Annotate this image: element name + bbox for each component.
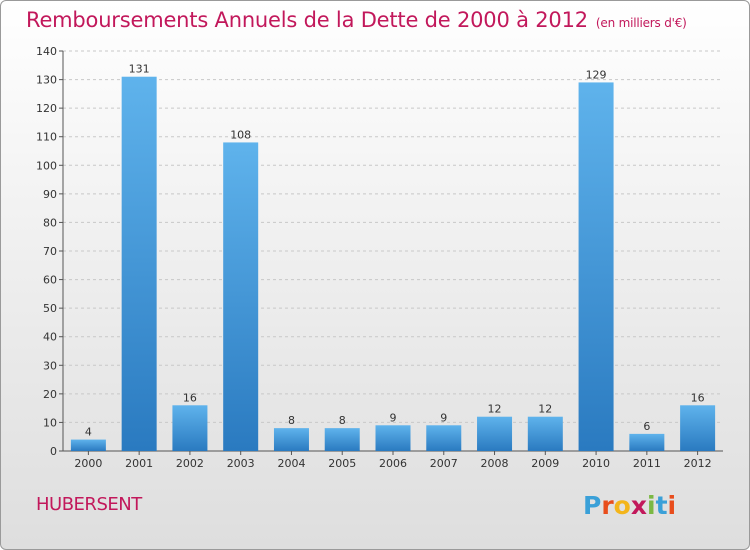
y-tick-label: 0	[50, 445, 57, 458]
bars	[70, 76, 716, 451]
y-tick-label: 110	[36, 131, 57, 144]
chart-subtitle: (en milliers d'€)	[595, 16, 687, 30]
data-label: 16	[691, 391, 705, 404]
logo-letter: i	[667, 491, 677, 520]
y-tick-label: 90	[43, 188, 57, 201]
y-tick-label: 60	[43, 274, 57, 287]
logo-letter: i	[647, 491, 656, 520]
y-tick-label: 70	[43, 245, 57, 258]
bar	[680, 405, 716, 451]
data-label: 6	[643, 420, 650, 433]
bar	[527, 416, 563, 451]
bar	[426, 425, 462, 451]
x-tick-label: 2010	[582, 457, 610, 470]
x-tick-label: 2012	[684, 457, 712, 470]
data-label: 16	[183, 391, 197, 404]
logo-letter: r	[601, 491, 614, 520]
data-label: 108	[230, 128, 251, 141]
data-label: 129	[586, 68, 607, 81]
data-label: 4	[85, 426, 92, 439]
bar	[273, 428, 309, 451]
y-tick-label: 130	[36, 74, 57, 87]
chart-title: Remboursements Annuels de la Dette de 20…	[26, 8, 687, 32]
data-label: 12	[538, 403, 552, 416]
proxiti-logo: Proxiti	[583, 491, 676, 520]
x-tick-label: 2009	[531, 457, 559, 470]
y-tick-label: 20	[43, 388, 57, 401]
x-tick-label: 2000	[74, 457, 102, 470]
logo-letter: x	[630, 491, 647, 520]
bar	[121, 76, 157, 451]
logo-letter: t	[655, 491, 668, 520]
bar	[172, 405, 208, 451]
y-tick-label: 30	[43, 359, 57, 372]
bar	[375, 425, 411, 451]
y-tick-label: 140	[36, 45, 57, 58]
bar	[629, 433, 665, 451]
bar	[70, 439, 106, 451]
x-tick-label: 2007	[430, 457, 458, 470]
commune-name: HUBERSENT	[36, 494, 142, 515]
bar	[578, 82, 614, 451]
labels: 0 10 20 30 40 50 60 70 80 90 100 110 120 130 140 2000 4 2…	[36, 45, 712, 470]
data-label: 12	[488, 403, 502, 416]
axes	[59, 50, 723, 455]
data-label: 9	[440, 411, 447, 424]
y-tick-label: 120	[36, 102, 57, 115]
x-tick-label: 2005	[328, 457, 356, 470]
x-tick-label: 2003	[227, 457, 255, 470]
bar	[223, 142, 259, 451]
y-tick-label: 50	[43, 302, 57, 315]
x-tick-label: 2011	[633, 457, 661, 470]
y-tick-label: 40	[43, 331, 57, 344]
x-tick-label: 2001	[125, 457, 153, 470]
y-tick-label: 100	[36, 159, 57, 172]
x-tick-label: 2008	[481, 457, 509, 470]
y-tick-label: 80	[43, 216, 57, 229]
y-tick-label: 10	[43, 416, 57, 429]
x-tick-label: 2006	[379, 457, 407, 470]
data-label: 131	[129, 63, 150, 76]
logo-letter: o	[613, 491, 631, 520]
x-tick-label: 2002	[176, 457, 204, 470]
data-label: 8	[339, 414, 346, 427]
logo-letter: P	[583, 491, 602, 520]
data-label: 9	[390, 411, 397, 424]
grid-lines	[63, 50, 723, 423]
data-label: 8	[288, 414, 295, 427]
chart-title-text: Remboursements Annuels de la Dette de 20…	[26, 8, 588, 32]
bar	[477, 416, 513, 451]
bar	[324, 428, 360, 451]
x-tick-label: 2004	[277, 457, 305, 470]
